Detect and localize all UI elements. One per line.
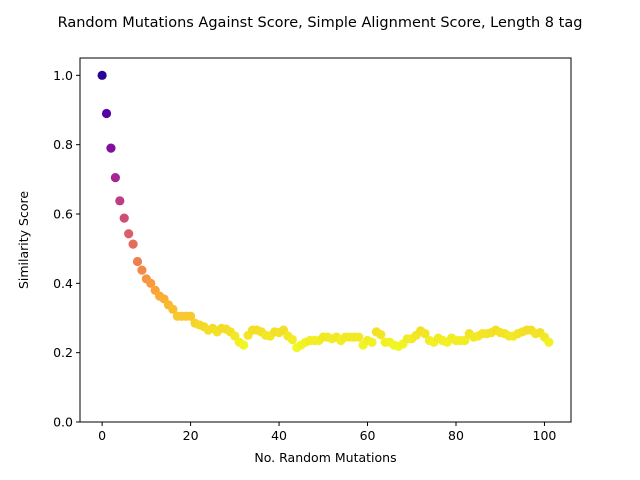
data-point (367, 337, 377, 347)
data-point (239, 340, 249, 350)
data-point (132, 256, 143, 267)
data-point (168, 304, 178, 314)
y-tick-label: 1.0 (53, 68, 73, 83)
y-tick-label: 0.4 (53, 276, 73, 291)
plot-frame (79, 57, 572, 423)
x-axis-label: No. Random Mutations (254, 450, 396, 465)
chart-title: Random Mutations Against Score, Simple A… (58, 15, 583, 31)
data-point (185, 311, 196, 321)
x-tick-label: 100 (533, 428, 557, 443)
data-point (110, 173, 120, 183)
data-point (97, 70, 107, 80)
data-point (146, 278, 156, 288)
data-point (106, 143, 116, 153)
y-tick-label: 0.6 (53, 207, 73, 222)
y-axis-label: Similarity Score (16, 191, 31, 289)
data-point (420, 329, 430, 339)
y-tick-label: 0.0 (53, 415, 73, 430)
x-tick-label: 40 (271, 428, 287, 443)
data-point (460, 335, 470, 346)
y-tick-label: 0.2 (53, 345, 73, 360)
data-point (137, 265, 147, 275)
data-point (115, 196, 125, 206)
x-tick-label: 20 (183, 428, 199, 443)
data-point (101, 108, 112, 119)
y-axis-ticks: 0.0 0.2 0.4 0.6 0.8 1.0 (53, 68, 80, 430)
x-tick-label: 80 (448, 428, 464, 443)
data-point (119, 213, 129, 223)
data-point (354, 332, 364, 342)
data-point (124, 229, 134, 239)
data-point (287, 334, 297, 345)
data-point (128, 239, 138, 249)
data-point (376, 330, 386, 340)
plot-area (80, 58, 571, 422)
y-tick-label: 0.8 (53, 137, 73, 152)
x-axis-ticks: 0 20 40 60 80 100 (98, 422, 556, 443)
data-point (544, 337, 554, 347)
x-tick-label: 0 (98, 428, 106, 443)
data-points (97, 70, 554, 353)
x-tick-label: 60 (360, 428, 376, 443)
